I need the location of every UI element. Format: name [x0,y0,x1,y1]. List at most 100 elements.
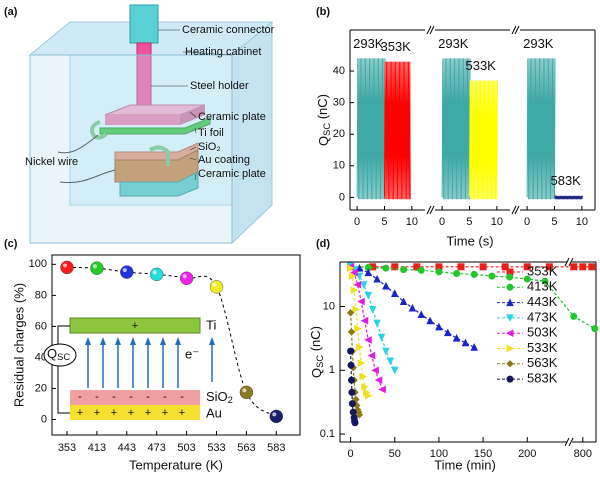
marker [346,309,355,317]
x-tick-label: 100 [430,448,448,460]
ceramic-plate-side [180,105,205,125]
point [269,409,283,424]
point [120,265,134,279]
marker [570,263,578,271]
marker [348,272,357,280]
legend-label: 533K [527,340,558,355]
leader-line [189,146,197,151]
inset-text: - [95,391,99,403]
marker [355,343,364,352]
clip [148,145,170,166]
ti-foil [99,117,211,135]
marker [400,266,408,274]
x-tick-label: 533 [207,442,225,454]
leader-line [189,157,197,161]
marker [348,400,356,408]
axis-break [564,437,570,447]
point-highlight [182,274,187,279]
panel-label: (a) [4,6,18,18]
y-axis-label: Residual charges (%) [11,283,26,407]
marker [367,351,376,360]
diagram: Ceramic connector Heating cabinet Steel ho… [25,4,275,245]
marker [355,272,364,281]
inset-text: - [146,391,150,403]
leader-line [194,127,197,134]
legend-label: 353K [527,263,558,278]
marker [488,272,496,280]
x-tick-label: 503 [177,442,195,454]
x-tick-label: 353 [58,442,76,454]
x-tick-label: 583 [267,442,285,454]
inset-text: + [94,407,100,419]
marker [350,268,358,277]
marker [523,263,531,271]
diagram-label: SiO₂ [198,141,221,153]
arrow-head [160,337,166,345]
y-tick-label: 0 [339,191,345,203]
marker [435,268,443,276]
connector [129,4,159,44]
diagram-label: Au coating [198,154,250,166]
marker [360,316,369,325]
marker [382,347,390,356]
point-highlight [122,268,127,273]
series-line [350,266,383,390]
label-part: SiO [206,389,228,404]
inset-text: + [111,407,117,419]
axis-break [511,205,517,215]
marker [373,274,381,283]
marker [457,263,465,271]
marker [347,361,355,369]
marker [355,264,364,272]
point-highlight [272,412,277,417]
label-part: Q [47,346,57,361]
arrow-head [130,337,136,345]
au-layer [70,405,200,420]
diagram-label: Nickel wire [25,156,78,168]
x-tick-label: 413 [88,442,106,454]
marker [373,319,381,328]
point-highlight [63,263,67,268]
circuit [57,325,70,414]
marker [382,281,390,290]
panel-label: (d) [316,238,330,250]
lower-ceramic [119,171,199,197]
panel-label: (b) [316,6,330,18]
x-tick-label: 800 [574,448,592,460]
marker [399,297,408,306]
y-tick-label: 10 [323,300,335,312]
y-tick-label: 30 [333,97,345,109]
inset-text: SiO2 [206,389,233,405]
marker [461,338,470,347]
marker [470,343,479,351]
inset-text: + [162,407,168,419]
y-tick-label: 0.1 [320,428,335,440]
y-tick-label: 80 [35,289,47,301]
x-axis-label: Temperature (K) [129,457,223,472]
marker [443,328,452,337]
segment-label: 533K [465,58,496,73]
sio2-layer [70,390,200,405]
point-highlight [212,282,217,287]
x-tick-label: 443 [118,442,136,454]
marker [364,268,373,277]
inset-text: e⁻ [185,346,199,361]
marker [357,359,366,367]
axis-break [426,205,432,215]
marker [426,316,434,325]
wire [57,134,99,154]
y-axis-label: QSC (nC) [308,326,325,378]
x-axis-label: Time (min) [434,457,496,472]
axis-break [564,257,570,267]
inset-text: - [129,391,133,403]
marker [390,366,399,375]
marker [470,270,478,278]
inset-text: - [78,391,82,403]
point [179,271,194,285]
marker [391,263,399,271]
point [60,260,74,275]
x-tick-label: 50 [389,448,401,460]
marker [506,344,515,353]
y-tick-label: 20 [333,128,345,140]
